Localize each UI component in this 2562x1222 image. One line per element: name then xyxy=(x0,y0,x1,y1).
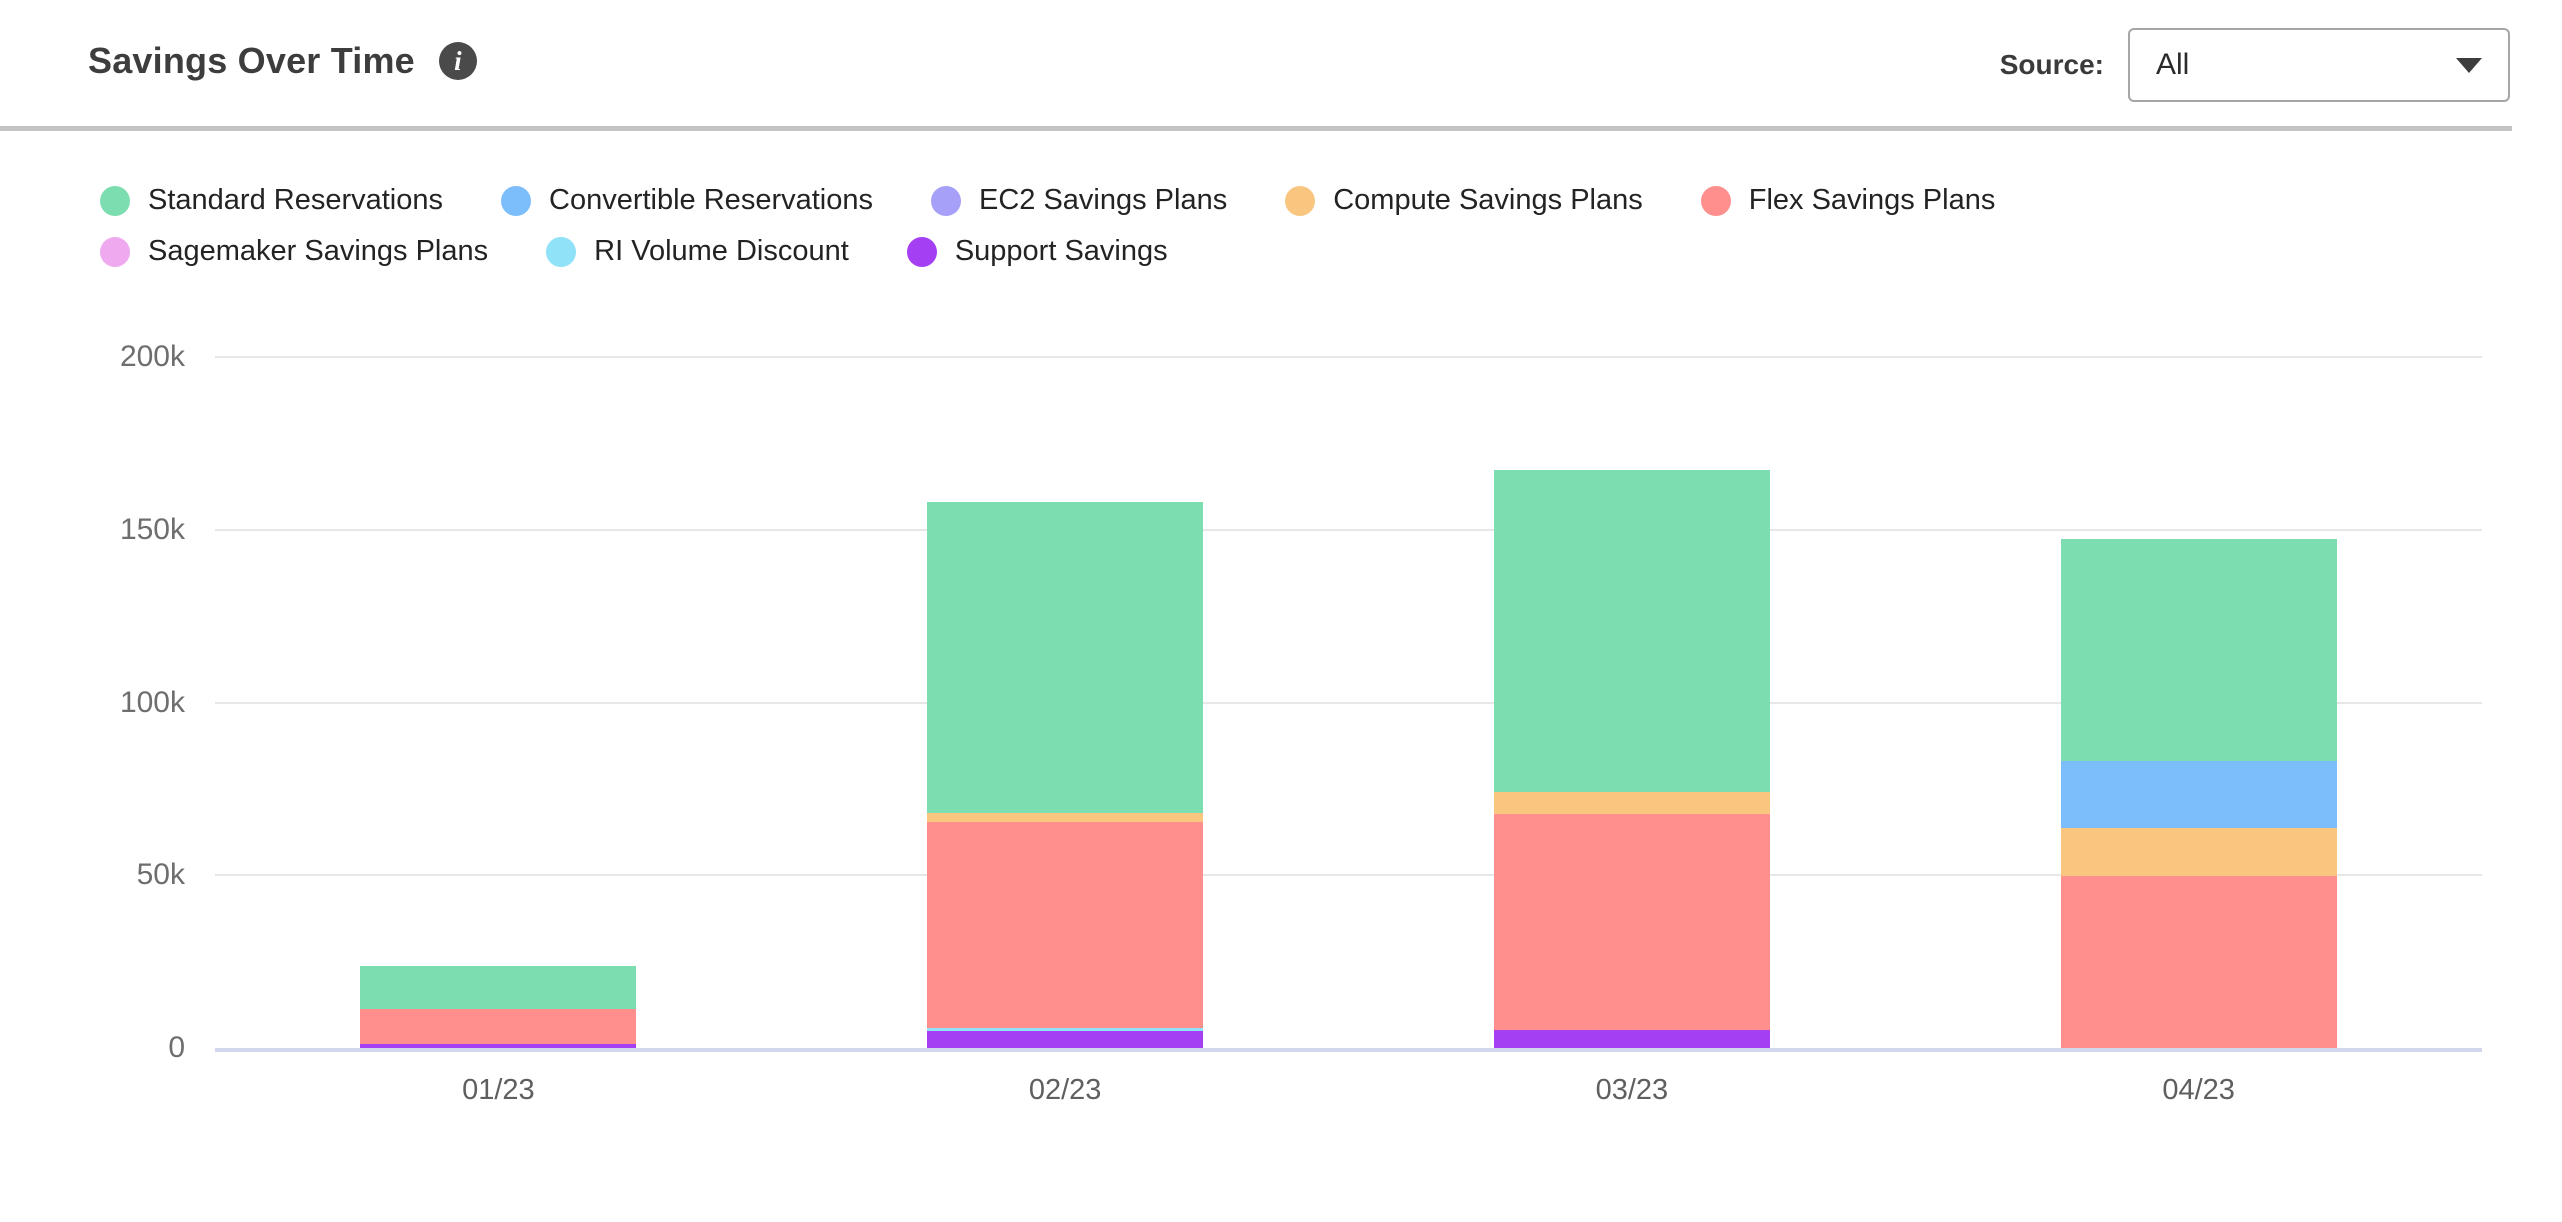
chart-plot-area: 200k 150k 100k 50k 0 01/23 02/23 03/23 04/23 xyxy=(120,340,2482,1106)
bar-segment[interactable] xyxy=(927,501,1204,814)
page-title: Savings Over Time xyxy=(88,40,415,81)
bar-segment[interactable] xyxy=(2060,828,2337,876)
y-axis-tick-label: 150k xyxy=(119,512,185,546)
bar-segment[interactable] xyxy=(927,1028,1204,1032)
bar-segment[interactable] xyxy=(360,966,637,1009)
x-axis-line xyxy=(215,1048,2482,1052)
bar-segment[interactable] xyxy=(1493,469,1770,792)
legend-item-label: Convertible Reservations xyxy=(549,184,873,216)
legend-swatch-icon xyxy=(906,236,937,267)
legend-item[interactable]: RI Volume Discount xyxy=(546,235,849,268)
gridline xyxy=(215,701,2482,704)
legend-item-label: RI Volume Discount xyxy=(594,235,849,267)
x-axis-tick-label: 01/23 xyxy=(462,1074,535,1106)
card-header: Savings Over Time i Source: All xyxy=(0,0,2562,128)
legend-swatch-icon xyxy=(100,185,130,216)
bar-segment[interactable] xyxy=(927,1031,1204,1048)
bar-segment[interactable] xyxy=(360,1008,637,1044)
gridline xyxy=(215,874,2482,877)
legend-swatch-icon xyxy=(1285,185,1316,216)
legend-item-label: Flex Savings Plans xyxy=(1748,184,1996,216)
x-axis-tick-label: 04/23 xyxy=(2162,1074,2235,1106)
bar-segment[interactable] xyxy=(1493,1029,1770,1048)
source-control: Source: All xyxy=(2000,28,2510,102)
legend-item[interactable]: Support Savings xyxy=(906,235,1168,268)
legend-item[interactable]: Convertible Reservations xyxy=(501,184,873,217)
legend-item[interactable]: Standard Reservations xyxy=(100,184,443,217)
bar-segment[interactable] xyxy=(1493,814,1770,1030)
bar-segment[interactable] xyxy=(360,1043,637,1048)
source-select[interactable]: All xyxy=(2128,28,2510,102)
header-divider xyxy=(0,126,2512,131)
legend-item-label: Support Savings xyxy=(954,235,1168,267)
legend-item-label: Sagemaker Savings Plans xyxy=(148,235,489,267)
title-wrap: Savings Over Time i xyxy=(88,40,477,82)
bar-segment[interactable] xyxy=(927,813,1204,823)
gridline xyxy=(215,528,2482,531)
legend-item[interactable]: Sagemaker Savings Plans xyxy=(100,235,488,268)
y-axis-tick-label: 100k xyxy=(119,685,185,719)
legend-item[interactable]: Compute Savings Plans xyxy=(1285,184,1643,217)
bar-segment[interactable] xyxy=(2060,875,2337,1048)
bar-segment[interactable] xyxy=(1493,791,1770,815)
x-axis-tick-label: 03/23 xyxy=(1595,1074,1669,1106)
y-axis-tick-label: 200k xyxy=(119,340,185,373)
y-axis-tick-label: 0 xyxy=(168,1031,185,1064)
info-icon[interactable]: i xyxy=(438,42,477,80)
legend-item-label: Compute Savings Plans xyxy=(1333,184,1643,216)
legend-item[interactable]: Flex Savings Plans xyxy=(1700,184,1996,217)
legend-item[interactable]: EC2 Savings Plans xyxy=(930,184,1228,217)
legend-swatch-icon xyxy=(1700,185,1731,216)
x-axis-tick-label: 02/23 xyxy=(1028,1074,1102,1106)
legend-item-label: Standard Reservations xyxy=(148,184,443,216)
legend-swatch-icon xyxy=(930,185,961,216)
bar-segment[interactable] xyxy=(2060,539,2337,761)
source-label: Source: xyxy=(1999,49,2104,80)
legend-item-label: EC2 Savings Plans xyxy=(978,184,1228,216)
source-selected-value: All xyxy=(2156,48,2190,81)
bar-segment[interactable] xyxy=(2060,760,2337,829)
legend-swatch-icon xyxy=(100,236,130,267)
legend-swatch-icon xyxy=(546,236,577,267)
bar-segment[interactable] xyxy=(927,822,1204,1029)
legend-swatch-icon xyxy=(501,185,531,216)
y-axis-tick-label: 50k xyxy=(136,858,185,892)
chart-legend: Standard Reservations Convertible Reserva… xyxy=(100,184,2250,268)
gridline xyxy=(215,356,2482,358)
chevron-down-icon xyxy=(2456,57,2482,73)
